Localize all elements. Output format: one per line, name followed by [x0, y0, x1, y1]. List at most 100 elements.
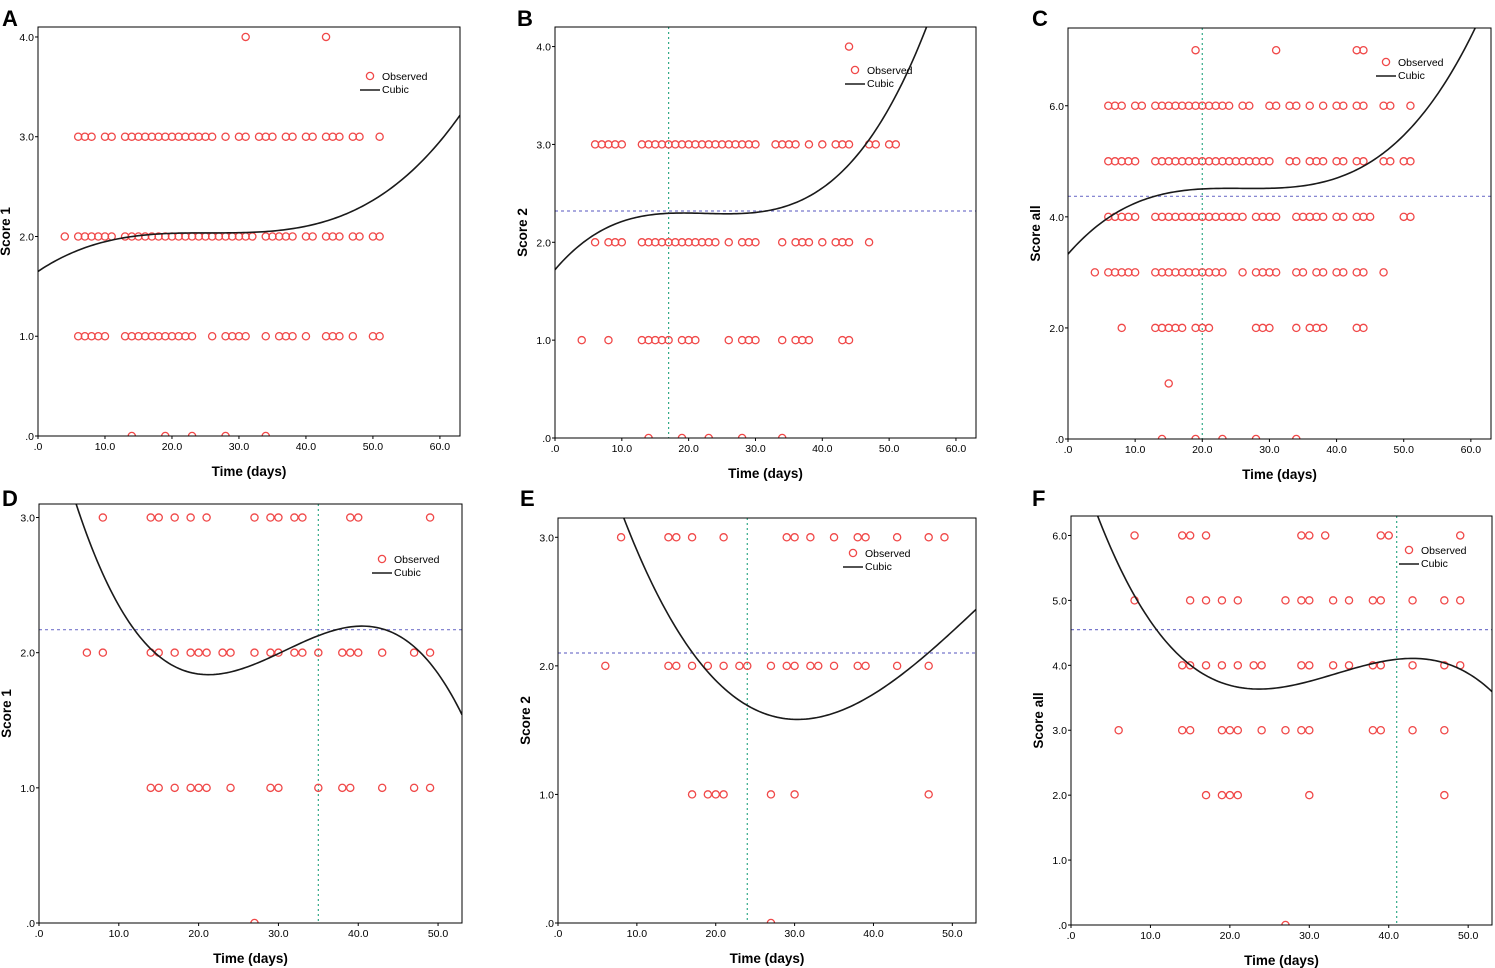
- y-tick-label: .0: [25, 431, 34, 443]
- observed-point: [1130, 157, 1140, 166]
- legend-observed-label: Observed: [867, 65, 913, 77]
- observed-point: [346, 648, 355, 657]
- observed-point: [409, 783, 419, 793]
- observed-point: [735, 661, 744, 671]
- observed-point: [1305, 531, 1314, 540]
- cubic-fit-line: [622, 518, 976, 721]
- observed-point: [687, 661, 697, 671]
- observed-point: [844, 140, 854, 149]
- observed-point: [1217, 661, 1227, 670]
- observed-point: [853, 533, 862, 542]
- observed-point: [1271, 212, 1281, 222]
- panel-F: F .0 10.0 20.0 30.0 40.0 50.0 .0 1.0 2.0 3.0 4.0 5.0…: [1031, 486, 1493, 968]
- observed-point: [1318, 212, 1328, 222]
- observed-point: [100, 331, 110, 341]
- observed-point: [751, 335, 760, 345]
- legend-cubic-label: Cubic: [867, 78, 894, 90]
- observed-point: [335, 232, 344, 241]
- observed-point: [891, 140, 901, 149]
- observed-point: [601, 661, 610, 671]
- observed-point: [1271, 268, 1281, 277]
- legend-cubic-label: Cubic: [394, 567, 421, 579]
- panel-label: F: [1032, 486, 1045, 511]
- observed-point: [724, 238, 733, 247]
- observed-point: [268, 132, 277, 141]
- x-tick-label: 40.0: [863, 928, 884, 940]
- observed-point: [1191, 45, 1200, 55]
- y-tick-label: 4.0: [1052, 660, 1067, 672]
- x-axis-label: Time (days): [1244, 953, 1319, 968]
- observed-point: [261, 331, 270, 341]
- y-tick-label: 2.0: [1049, 323, 1064, 335]
- cubic-fit-line: [1096, 516, 1492, 693]
- observed-point: [226, 648, 235, 657]
- observed-point: [861, 661, 870, 671]
- observed-point: [1177, 725, 1187, 735]
- legend-cubic-label: Cubic: [382, 84, 409, 96]
- x-tick-label: 20.0: [678, 443, 699, 455]
- observed-point: [711, 238, 720, 247]
- observed-point: [202, 783, 211, 793]
- observed-point: [186, 648, 195, 657]
- x-tick-label: 10.0: [95, 441, 116, 453]
- observed-point: [288, 331, 297, 341]
- observed-point: [804, 238, 814, 247]
- observed-point: [617, 238, 627, 247]
- y-tick-label: 3.0: [20, 513, 35, 525]
- x-tick-label: 30.0: [1299, 930, 1320, 942]
- observed-point: [1440, 596, 1449, 605]
- observed-series: [1114, 531, 1465, 925]
- observed-point: [1320, 531, 1330, 540]
- observed-point: [1379, 268, 1388, 277]
- observed-point: [1217, 725, 1227, 735]
- x-tick-label: 60.0: [1461, 444, 1482, 456]
- observed-point: [1233, 596, 1243, 605]
- x-tick-label: .0: [35, 928, 44, 940]
- legend-observed-marker: [377, 554, 387, 564]
- observed-point: [766, 661, 776, 671]
- observed-point: [590, 238, 600, 247]
- observed-point: [604, 335, 613, 345]
- x-axis-label: Time (days): [730, 951, 805, 966]
- observed-point: [335, 132, 344, 141]
- x-tick-label: 30.0: [784, 928, 805, 940]
- observed-point: [1130, 531, 1139, 540]
- plot-frame: [554, 26, 977, 439]
- observed-point: [241, 331, 250, 341]
- legend-observed-label: Observed: [382, 71, 428, 83]
- observed-point: [353, 513, 363, 522]
- x-tick-label: 10.0: [612, 443, 633, 455]
- y-tick-label: 1.0: [20, 783, 35, 795]
- observed-point: [221, 132, 230, 141]
- y-tick-label: .0: [1055, 434, 1064, 446]
- observed-point: [1130, 212, 1140, 222]
- observed-point: [829, 533, 839, 542]
- x-tick-label: 20.0: [706, 928, 727, 940]
- x-tick-label: 30.0: [745, 443, 766, 455]
- panel-C: C .0 10.0 20.0 30.0 40.0 50.0 60.0 .0 2.0 4.0 6.0 Ti…: [1028, 6, 1492, 482]
- observed-point: [170, 513, 179, 522]
- observed-point: [1440, 790, 1449, 800]
- observed-point: [266, 648, 275, 657]
- x-tick-label: 30.0: [229, 441, 250, 453]
- x-axis-label: Time (days): [1242, 467, 1317, 482]
- x-tick-label: 20.0: [162, 441, 183, 453]
- observed-point: [346, 513, 355, 522]
- observed-point: [672, 533, 681, 542]
- observed-point: [1406, 157, 1415, 166]
- plot-frame: [557, 517, 977, 924]
- observed-point: [301, 331, 311, 341]
- observed-point: [226, 783, 235, 793]
- observed-point: [1233, 725, 1243, 735]
- observed-point: [1137, 101, 1147, 111]
- observed-point: [298, 648, 307, 657]
- y-tick-label: 6.0: [1049, 101, 1064, 113]
- cubic-fit-line: [1068, 28, 1477, 255]
- observed-point: [288, 132, 297, 141]
- observed-point: [814, 661, 823, 671]
- observed-point: [375, 331, 384, 341]
- observed-point: [107, 132, 116, 141]
- x-tick-label: 20.0: [188, 928, 209, 940]
- observed-point: [1233, 790, 1243, 800]
- observed-point: [1245, 101, 1254, 111]
